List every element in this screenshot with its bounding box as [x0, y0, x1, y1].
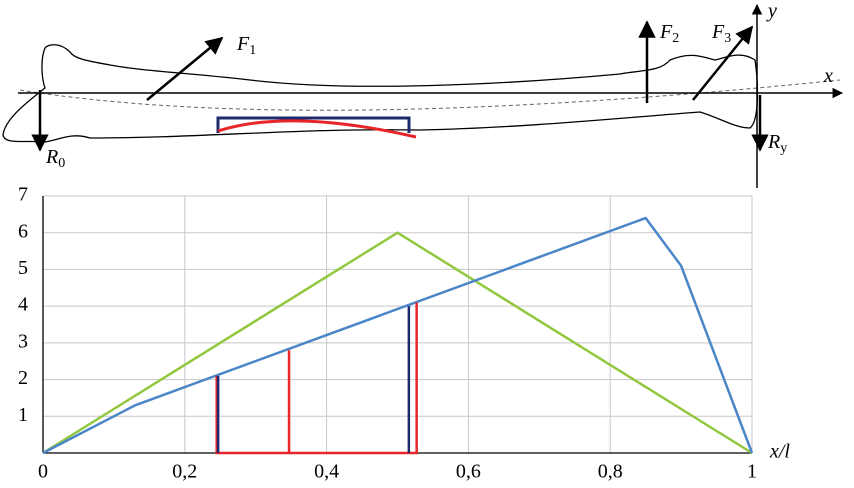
diagram-label: R0 — [45, 146, 65, 172]
y-tick-label: 7 — [18, 184, 28, 206]
navy-block — [216, 116, 411, 133]
x-tick-label: 0,4 — [314, 461, 339, 483]
bone-diagram — [2, 3, 844, 188]
label-text: R — [767, 131, 780, 153]
force-f3 — [692, 25, 754, 101]
diagram-label: y — [766, 0, 777, 22]
x-tick-label: 0,6 — [456, 461, 481, 483]
y-tick-label: 6 — [18, 220, 28, 242]
diagram-label: Ry — [767, 131, 787, 157]
diagram-label: x — [823, 65, 833, 87]
series-line — [216, 306, 411, 453]
x-tick-label: 0 — [38, 461, 48, 483]
label-subscript: 0 — [58, 156, 65, 171]
deflection-curve — [19, 79, 841, 111]
red-arc — [217, 119, 417, 139]
y-tick-label: 4 — [18, 294, 28, 316]
series-line — [42, 231, 753, 455]
label-text: R — [45, 146, 58, 168]
label-text: x — [823, 65, 833, 87]
label-text: F — [711, 21, 725, 43]
label-text: F — [236, 33, 250, 55]
diagram-label: F1 — [236, 33, 256, 59]
x-tick-label: 0,8 — [598, 461, 623, 483]
diagram-label: F2 — [659, 21, 679, 47]
x-tick-label: 1 — [747, 461, 757, 483]
label-text: F — [659, 21, 673, 43]
series-line — [42, 216, 754, 455]
label-subscript: 2 — [672, 31, 679, 46]
label-subscript: 3 — [724, 31, 731, 46]
force-f1 — [146, 36, 224, 101]
y-tick-label: 2 — [18, 367, 28, 389]
y-tick-label: 5 — [18, 257, 28, 279]
y-tick-label: 1 — [18, 404, 28, 426]
diagram-label: F3 — [711, 21, 731, 47]
label-subscript: y — [780, 141, 787, 156]
y-tick-label: 3 — [18, 330, 28, 352]
x-tick-label: 0,2 — [172, 461, 197, 483]
label-text: y — [766, 0, 777, 22]
x-axis-label: x/l — [769, 441, 790, 463]
series-line — [215, 302, 418, 455]
label-subscript: 1 — [249, 43, 256, 58]
